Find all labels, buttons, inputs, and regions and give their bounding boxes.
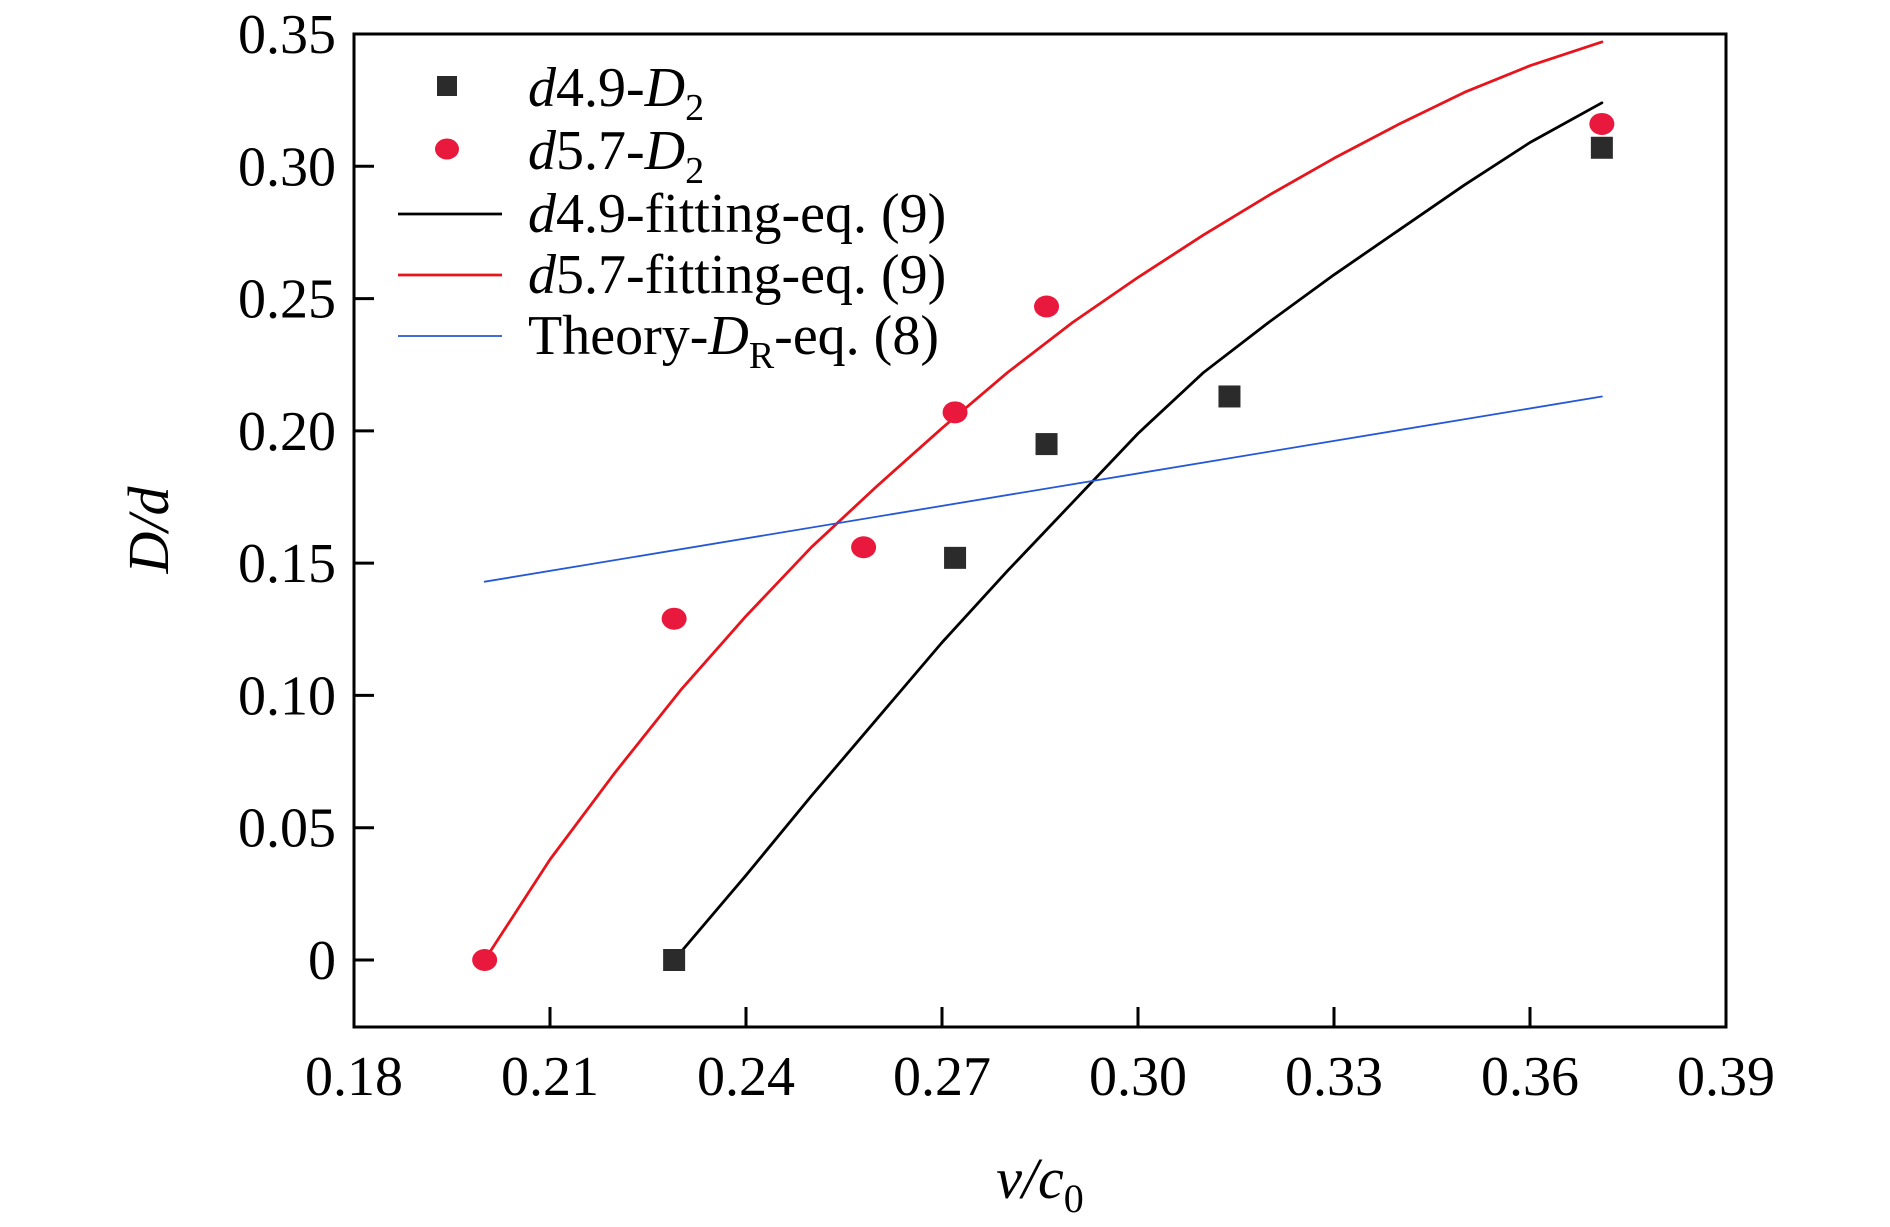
x-axis-title-sub: 0 (1064, 1176, 1084, 1221)
data-point-circle (472, 949, 498, 971)
x-tick-label: 0.39 (1677, 1046, 1775, 1108)
legend-subscript: 2 (685, 87, 704, 129)
legend-marker-circle (435, 138, 459, 160)
legend-italic: d (528, 244, 557, 306)
x-tick-label: 0.36 (1481, 1046, 1579, 1108)
legend-item: Theory-DR-eq. (8) (398, 305, 939, 377)
x-axis-title-main: v/c (996, 1146, 1064, 1211)
legend-italic: d (528, 183, 557, 245)
series-lines (483, 40, 1604, 962)
y-axis: 0 0.05 0.10 0.15 0.20 0.25 0.30 0.35 (238, 4, 374, 992)
y-tick-label: 0.30 (238, 136, 336, 198)
data-point-square (1218, 385, 1241, 408)
y-tick-label: 0.35 (238, 4, 336, 66)
x-tick-label: 0.18 (305, 1046, 403, 1108)
legend-item: d4.9-D2 (437, 57, 704, 129)
y-tick-label: 0.15 (238, 533, 336, 595)
data-point-square (663, 949, 686, 971)
plot-area (352, 32, 1728, 1029)
series-line-3 (483, 40, 1604, 962)
legend-item: d5.7-fitting-eq. (9) (398, 244, 946, 306)
y-tick-label: 0.20 (238, 401, 336, 463)
x-tick-label: 0.33 (1285, 1046, 1383, 1108)
series-line-2 (672, 101, 1604, 962)
series-points (472, 112, 1615, 971)
legend-label: d5.7-fitting-eq. (9) (528, 244, 946, 306)
legend-italic-2: D (707, 305, 748, 367)
x-axis-title: v/c0 (996, 1146, 1084, 1221)
y-tick-label: 0.25 (238, 269, 336, 331)
legend-text: 4.9- (556, 57, 645, 119)
legend-subscript: R (749, 335, 775, 377)
legend-label: d5.7-D2 (528, 120, 704, 192)
legend-label: d4.9-D2 (528, 57, 704, 129)
legend-label: Theory-DR-eq. (8) (528, 305, 939, 377)
legend-italic: d (528, 120, 557, 182)
legend-italic: d (528, 57, 557, 119)
x-axis: 0.18 0.21 0.24 0.27 0.30 0.33 0.36 0.39 (305, 1007, 1775, 1108)
legend-marker-square (437, 76, 457, 96)
x-tick-label: 0.30 (1089, 1046, 1187, 1108)
y-tick-label: 0 (308, 930, 336, 992)
series-line-4 (483, 395, 1603, 583)
data-point-circle (942, 401, 968, 424)
legend-text-2: -eq. (8) (774, 305, 939, 367)
data-point-square (944, 546, 967, 569)
x-tick-label: 0.21 (501, 1046, 599, 1108)
legend-subscript: 2 (685, 150, 704, 192)
y-tick-label: 0.05 (238, 798, 336, 860)
legend-text: Theory- (528, 305, 708, 367)
legend-item: d5.7-D2 (435, 120, 704, 192)
legend-label: d4.9-fitting-eq. (9) (528, 183, 946, 245)
legend-text: 5.7-fitting-eq. (9) (556, 244, 946, 306)
data-point-square (1590, 136, 1613, 159)
legend-text: 4.9-fitting-eq. (9) (556, 183, 946, 245)
legend-text: 5.7- (556, 120, 645, 182)
data-point-circle (1034, 295, 1060, 318)
x-tick-label: 0.27 (893, 1046, 991, 1108)
data-point-circle (1589, 112, 1615, 135)
legend-italic-2: D (644, 120, 685, 182)
data-point-circle (661, 607, 687, 630)
data-point-square (1035, 433, 1058, 456)
y-axis-title: D/d (116, 486, 181, 575)
legend-italic-2: D (644, 57, 685, 119)
y-tick-label: 0.10 (238, 665, 336, 727)
legend-item: d4.9-fitting-eq. (9) (398, 183, 946, 245)
data-point-circle (851, 536, 877, 559)
x-tick-label: 0.24 (697, 1046, 795, 1108)
